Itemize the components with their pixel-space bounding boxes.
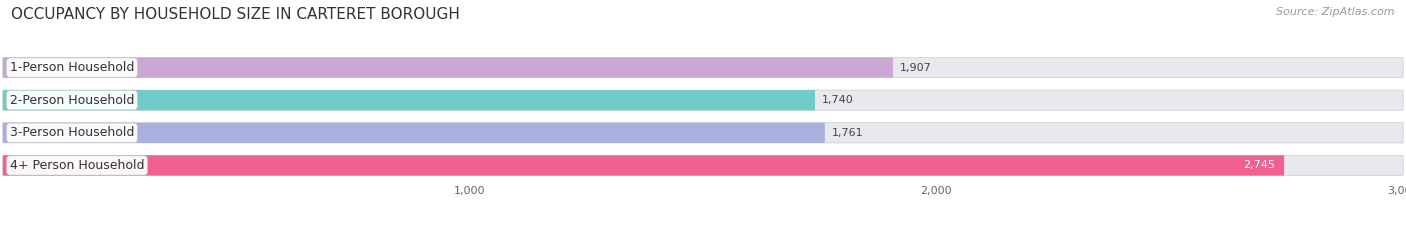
Text: 3-Person Household: 3-Person Household <box>10 126 134 139</box>
FancyBboxPatch shape <box>3 123 1403 143</box>
Text: 2-Person Household: 2-Person Household <box>10 94 134 107</box>
FancyBboxPatch shape <box>3 155 1403 175</box>
FancyBboxPatch shape <box>3 90 815 110</box>
Text: OCCUPANCY BY HOUSEHOLD SIZE IN CARTERET BOROUGH: OCCUPANCY BY HOUSEHOLD SIZE IN CARTERET … <box>11 7 460 22</box>
FancyBboxPatch shape <box>3 58 1403 78</box>
Text: 2,745: 2,745 <box>1243 161 1275 170</box>
Text: 1,740: 1,740 <box>823 95 853 105</box>
Text: Source: ZipAtlas.com: Source: ZipAtlas.com <box>1277 7 1395 17</box>
Text: 4+ Person Household: 4+ Person Household <box>10 159 145 172</box>
FancyBboxPatch shape <box>3 155 1284 175</box>
FancyBboxPatch shape <box>3 58 893 78</box>
FancyBboxPatch shape <box>3 90 1403 110</box>
Text: 1,907: 1,907 <box>900 63 932 72</box>
Text: 1-Person Household: 1-Person Household <box>10 61 134 74</box>
Text: 1,761: 1,761 <box>832 128 863 138</box>
FancyBboxPatch shape <box>3 123 825 143</box>
